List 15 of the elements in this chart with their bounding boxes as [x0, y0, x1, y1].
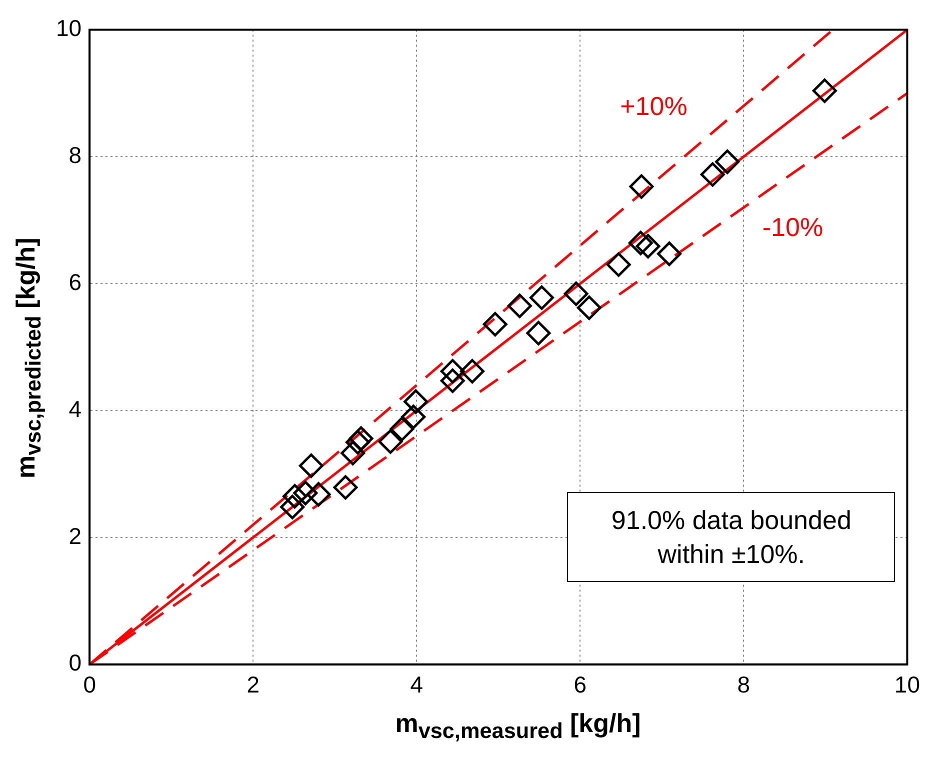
x-tick-label: 8 [737, 672, 750, 698]
x-tick-label: 4 [410, 672, 424, 698]
y-tick-label: 4 [68, 396, 82, 422]
y-tick-label: 10 [56, 15, 82, 42]
x-axis-title: m$_{vsc,measured}$ [kg/h] [394, 708, 642, 744]
x-tick-label: 6 [574, 672, 587, 698]
x-tick-label: 10 [894, 672, 920, 698]
annotation: +10% [620, 90, 688, 123]
y-tick-label: 8 [68, 142, 82, 168]
annotation: -10% [762, 210, 824, 244]
y-tick-label: 2 [68, 522, 82, 549]
y-tick-label: 0 [68, 650, 82, 676]
y-tick-label: 6 [68, 268, 82, 295]
x-tick-label: 2 [246, 672, 260, 698]
text-box: 91.0% data bounded within ±10%. [567, 492, 896, 582]
